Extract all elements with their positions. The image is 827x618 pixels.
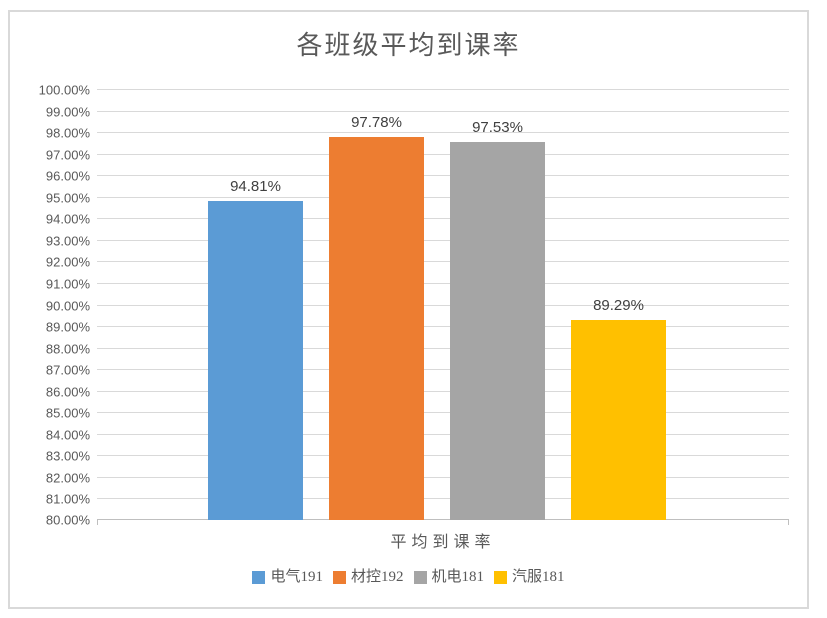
- y-tick-label: 91.00%: [45, 276, 90, 291]
- y-tick-label: 94.00%: [45, 211, 90, 226]
- y-tick-label: 96.00%: [45, 168, 90, 183]
- legend-swatch-icon: [332, 571, 346, 584]
- y-tick-label: 97.00%: [45, 147, 90, 162]
- gridline: 84.00%: [46, 428, 789, 441]
- gridline: 82.00%: [46, 471, 789, 484]
- gridline: 94.00%: [46, 212, 789, 225]
- gridline: 93.00%: [46, 234, 789, 247]
- gridline: 100.00%: [39, 83, 789, 96]
- legend-item-2: 机电181: [413, 569, 485, 585]
- y-tick-label: 90.00%: [45, 298, 90, 313]
- x-axis-category-label: 平均到课率: [390, 534, 496, 551]
- plot-area: 100.00% 99.00% 98.00% 97.00% 96.00% 95.00% 94.…: [39, 83, 789, 526]
- y-tick-label: 95.00%: [45, 190, 90, 205]
- y-tick-label: 85.00%: [45, 405, 90, 420]
- bar-2: [450, 142, 545, 520]
- y-tick-label: 84.00%: [45, 427, 90, 442]
- data-label-2: 97.53%: [472, 119, 523, 136]
- gridline: 85.00%: [46, 406, 789, 419]
- y-tick-label: 80.00%: [45, 512, 90, 527]
- gridline: 92.00%: [46, 255, 789, 268]
- gridline: 91.00%: [46, 277, 789, 290]
- gridline: 90.00%: [46, 299, 789, 312]
- category-tick-mark: [788, 520, 789, 525]
- gridline: 97.00%: [46, 148, 789, 161]
- gridline: 88.00%: [46, 342, 789, 355]
- gridline: 98.00%: [46, 126, 789, 139]
- y-tick-label: 92.00%: [45, 254, 90, 269]
- y-tick-label: 98.00%: [45, 125, 90, 140]
- chart-frame: 各班级平均到课率 100.00% 99.00% 98.00% 97.00% 96.00%…: [8, 10, 809, 609]
- y-tick-label: 86.00%: [45, 384, 90, 399]
- legend-label: 材控192: [350, 569, 404, 585]
- legend-label: 汽服181: [512, 569, 565, 585]
- bar-3: [571, 320, 666, 520]
- legend: 电气191 材控192 机电181 汽服181: [10, 570, 807, 585]
- legend-item-0: 电气191: [252, 570, 323, 585]
- bar-1: [329, 137, 424, 520]
- y-tick-label: 99.00%: [45, 104, 90, 119]
- y-tick-label: 81.00%: [45, 491, 90, 506]
- bar-0: [208, 201, 303, 520]
- y-tick-label: 83.00%: [45, 448, 90, 463]
- chart-title: 各班级平均到课率: [296, 31, 521, 60]
- y-tick-label: 88.00%: [45, 341, 90, 356]
- gridline: 87.00%: [46, 363, 789, 376]
- y-tick-label: 100.00%: [38, 82, 90, 97]
- data-label-0: 94.81%: [230, 178, 281, 195]
- x-axis-line: 80.00%: [46, 513, 789, 526]
- data-label-1: 97.78%: [351, 114, 402, 131]
- legend-label: 电气191: [270, 569, 323, 585]
- legend-label: 机电181: [431, 569, 485, 585]
- legend-swatch-icon: [494, 571, 508, 584]
- y-tick-label: 89.00%: [45, 319, 90, 334]
- gridline: 89.00%: [46, 320, 789, 333]
- category-tick-mark: [97, 520, 98, 525]
- legend-item-1: 材控192: [332, 569, 404, 585]
- gridline: 83.00%: [46, 449, 789, 462]
- legend-swatch-icon: [413, 571, 427, 584]
- gridline: 99.00%: [46, 105, 789, 118]
- legend-item-3: 汽服181: [494, 570, 565, 585]
- y-tick-label: 93.00%: [45, 233, 90, 248]
- gridline: 95.00%: [46, 191, 789, 204]
- y-tick-label: 87.00%: [45, 362, 90, 377]
- gridline: 81.00%: [46, 492, 789, 505]
- y-tick-label: 82.00%: [45, 470, 90, 485]
- legend-swatch-icon: [252, 571, 266, 584]
- gridline: 86.00%: [46, 385, 789, 398]
- gridline: 96.00%: [46, 169, 789, 182]
- data-label-3: 89.29%: [593, 297, 644, 314]
